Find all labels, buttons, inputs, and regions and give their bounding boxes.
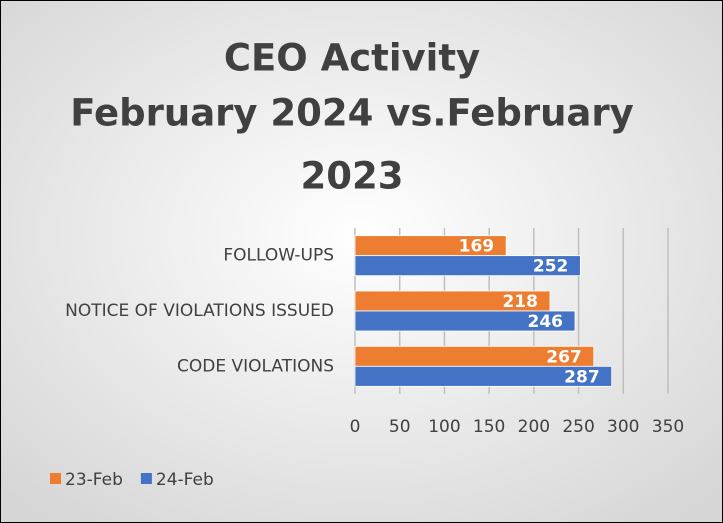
x-tick-label: 150 <box>473 417 505 437</box>
data-label: 287 <box>564 367 600 387</box>
data-label: 246 <box>527 312 563 332</box>
data-label: 267 <box>546 347 582 367</box>
chart-title: 2023 <box>301 155 404 198</box>
data-label: 169 <box>459 237 495 257</box>
x-tick-label: 100 <box>428 417 460 437</box>
x-tick-label: 0 <box>350 417 361 437</box>
chart-title: CEO Activity <box>224 37 480 80</box>
x-tick-label: 50 <box>389 417 411 437</box>
x-tick-label: 300 <box>607 417 639 437</box>
category-label: FOLLOW-UPS <box>223 246 334 266</box>
legend-label: 23-Feb <box>65 470 123 490</box>
legend-swatch <box>140 473 152 484</box>
bar <box>354 310 576 332</box>
chart-title: February 2024 vs.February <box>70 92 634 135</box>
x-tick-label: 250 <box>562 417 594 437</box>
x-tick-label: 350 <box>652 417 684 437</box>
legend-label: 24-Feb <box>156 470 214 490</box>
legend-swatch <box>50 473 61 484</box>
x-tick-label: 200 <box>518 417 550 437</box>
category-label: NOTICE OF VIOLATIONS ISSUED <box>65 301 334 321</box>
data-label: 218 <box>502 292 538 312</box>
bar <box>354 365 613 387</box>
data-label: 252 <box>533 257 569 277</box>
category-label: CODE VIOLATIONS <box>177 356 334 376</box>
bar <box>354 255 581 277</box>
